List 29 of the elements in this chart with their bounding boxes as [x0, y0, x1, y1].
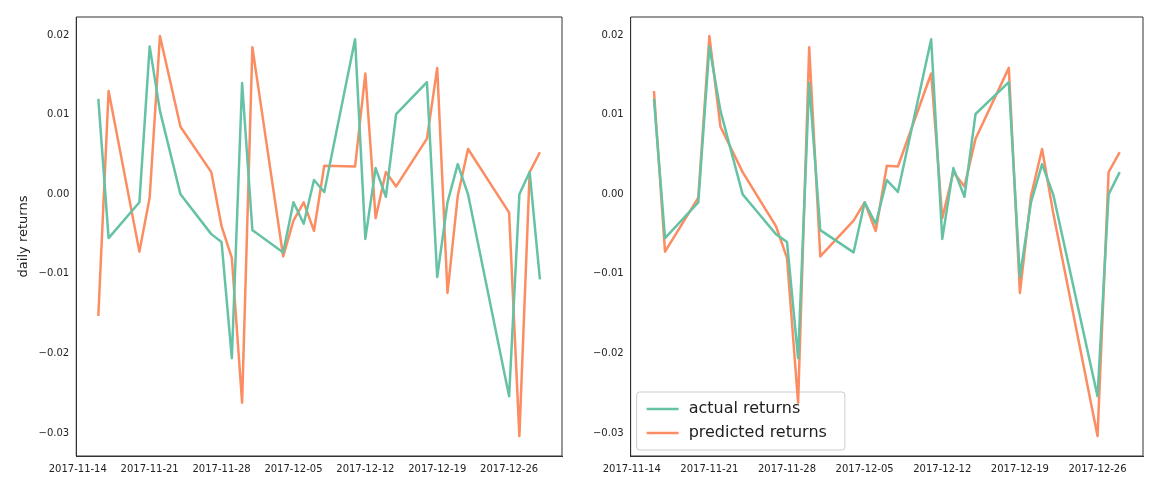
x-tick-label: 2017-12-26: [1068, 462, 1127, 474]
x-tick-label: 2017-12-12: [336, 462, 395, 474]
x-tick-label: 2017-11-14: [602, 462, 661, 474]
y-tick-label: −0.03: [592, 426, 624, 438]
x-tick-label: 2017-12-05: [264, 462, 323, 474]
legend-label: predicted returns: [688, 422, 827, 442]
legend-label: actual returns: [688, 398, 801, 418]
y-tick-label: −0.03: [38, 426, 70, 438]
x-tick-label: 2017-12-12: [913, 462, 972, 474]
y-tick-label: 0.02: [46, 28, 70, 40]
y-tick-label: 0.00: [46, 187, 70, 199]
x-tick-label: 2017-11-21: [680, 462, 739, 474]
x-tick-label: 2017-11-28: [757, 462, 817, 474]
y-tick-label: −0.02: [592, 347, 624, 358]
y-axis-title: daily returns: [15, 195, 31, 278]
x-tick-label: 2017-12-19: [990, 462, 1049, 474]
y-tick-label: −0.01: [38, 267, 70, 279]
y-tick-label: 0.02: [601, 28, 624, 40]
x-tick-label: 2017-12-19: [408, 462, 467, 474]
x-tick-label: 2017-11-21: [120, 462, 179, 474]
y-tick-label: 0.00: [601, 187, 624, 199]
x-tick-label: 2017-12-05: [835, 462, 894, 474]
y-tick-label: −0.01: [592, 267, 624, 279]
x-tick-label: 2017-12-26: [480, 462, 539, 474]
x-tick-label: 2017-11-28: [192, 462, 251, 474]
y-tick-label: 0.01: [601, 108, 624, 120]
x-tick-label: 2017-11-14: [48, 462, 107, 474]
y-tick-label: −0.02: [38, 347, 70, 358]
y-tick-label: 0.01: [46, 108, 70, 120]
